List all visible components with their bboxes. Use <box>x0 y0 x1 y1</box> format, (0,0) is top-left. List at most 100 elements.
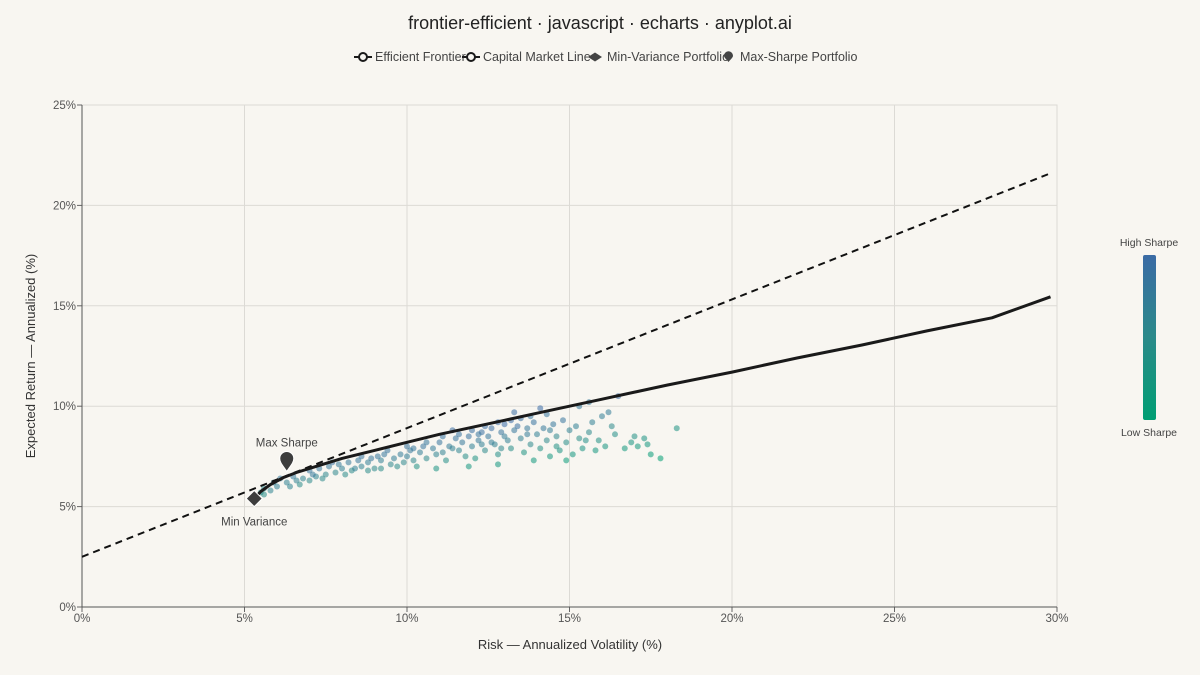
portfolio-point <box>404 443 410 450</box>
portfolio-point <box>501 433 508 440</box>
portfolio-point <box>475 437 482 444</box>
portfolio-point <box>527 441 534 448</box>
legend: Efficient Frontier Capital Market Line M… <box>354 50 857 64</box>
portfolio-point <box>433 451 440 458</box>
portfolio-point <box>537 445 544 452</box>
axes: 0% 5% 10% 15% 20% 25% 30% 0% 5% 10% 15% 20% 25% <box>53 100 1069 625</box>
portfolio-point <box>413 463 420 470</box>
portfolio-point <box>378 465 384 472</box>
x-tick-label: 5% <box>236 613 253 625</box>
portfolio-point <box>420 443 427 450</box>
legend-item-min-variance[interactable]: Min-Variance Portfolio <box>588 50 729 64</box>
portfolio-point <box>576 435 583 442</box>
x-tick-label: 0% <box>74 613 91 625</box>
portfolio-point <box>612 431 618 438</box>
portfolio-point <box>534 431 540 438</box>
legend-label: Max-Sharpe Portfolio <box>740 50 857 64</box>
portfolio-point <box>673 425 680 432</box>
portfolio-point <box>524 431 531 438</box>
portfolio-point <box>381 451 388 458</box>
portfolio-point <box>335 461 342 468</box>
portfolio-point <box>400 459 407 466</box>
portfolio-point <box>504 437 511 444</box>
max-sharpe-label: Max Sharpe <box>256 437 318 449</box>
x-tick-label: 10% <box>395 613 418 625</box>
portfolio-point <box>628 439 635 446</box>
portfolio-point <box>387 461 394 468</box>
portfolio-point <box>579 445 586 452</box>
portfolio-point <box>443 457 449 464</box>
portfolio-point <box>274 483 280 490</box>
legend-line-circle-icon <box>354 52 372 62</box>
portfolio-point <box>641 435 648 442</box>
legend-label: Efficient Frontier <box>375 50 466 64</box>
portfolio-point <box>547 427 553 434</box>
portfolio-point <box>456 431 462 438</box>
portfolio-point <box>267 487 274 494</box>
portfolio-point <box>566 427 573 434</box>
portfolio-point <box>394 463 401 470</box>
portfolio-point <box>495 451 501 458</box>
portfolio-point <box>543 437 550 444</box>
x-tick-label: 15% <box>558 613 581 625</box>
y-axis-title: Expected Return — Annualized (%) <box>23 254 38 459</box>
legend-item-max-sharpe[interactable]: Max-Sharpe Portfolio <box>724 50 857 64</box>
portfolio-point <box>368 455 375 462</box>
portfolio-point <box>550 421 557 428</box>
portfolio-point <box>319 475 326 482</box>
portfolio-point <box>374 453 381 460</box>
min-variance-marker <box>245 489 263 508</box>
legend-item-efficient-frontier[interactable]: Efficient Frontier <box>354 50 466 64</box>
special-portfolios: Min Variance Max Sharpe <box>221 437 318 528</box>
portfolio-point <box>602 443 609 450</box>
portfolio-point <box>436 439 443 446</box>
portfolio-point <box>452 435 459 442</box>
portfolio-point <box>326 463 332 470</box>
portfolio-point <box>397 451 404 458</box>
portfolio-point <box>423 439 430 446</box>
portfolio-point <box>410 457 417 464</box>
portfolio-point <box>306 477 313 484</box>
portfolio-point <box>365 467 371 474</box>
visual-map-low-label: Low Sharpe <box>1121 427 1177 439</box>
portfolio-point <box>563 439 570 446</box>
portfolio-point <box>501 421 508 428</box>
portfolio-point <box>391 455 397 462</box>
portfolio-point <box>517 435 524 442</box>
portfolio-point <box>599 413 605 420</box>
portfolio-point <box>309 471 316 478</box>
portfolio-point <box>608 423 615 430</box>
efficient-frontier-line <box>253 295 1052 500</box>
portfolio-point <box>647 451 654 458</box>
visual-map[interactable]: High Sharpe Low Sharpe <box>1120 237 1179 439</box>
portfolio-point <box>495 461 501 468</box>
y-tick-label: 15% <box>53 301 76 313</box>
diamond-icon <box>588 52 602 62</box>
chart-title: frontier-efficient · javascript · echart… <box>408 13 792 33</box>
y-tick-label: 10% <box>53 401 76 413</box>
x-tick-label: 25% <box>883 613 906 625</box>
y-tick-label: 5% <box>59 502 76 514</box>
portfolio-point <box>488 425 495 432</box>
visual-map-gradient-bar[interactable] <box>1143 255 1156 420</box>
portfolio-point <box>553 433 560 440</box>
portfolio-point <box>511 409 518 416</box>
capital-market-line <box>81 172 1051 558</box>
portfolio-point <box>514 423 521 430</box>
portfolio-point <box>586 429 592 436</box>
portfolio-point <box>300 475 306 482</box>
portfolio-point <box>540 425 547 432</box>
portfolio-point <box>553 443 560 450</box>
y-tick-label: 20% <box>53 200 76 212</box>
legend-item-capital-market-line[interactable]: Capital Market Line <box>462 50 591 64</box>
portfolio-point <box>592 447 599 454</box>
portfolio-point <box>644 441 651 448</box>
portfolio-point <box>530 419 537 426</box>
portfolio-point <box>631 433 638 440</box>
portfolio-point <box>404 453 410 460</box>
portfolio-point <box>634 443 641 450</box>
portfolio-scatter <box>257 393 680 498</box>
portfolio-point <box>524 425 531 432</box>
legend-label: Min-Variance Portfolio <box>607 50 729 64</box>
